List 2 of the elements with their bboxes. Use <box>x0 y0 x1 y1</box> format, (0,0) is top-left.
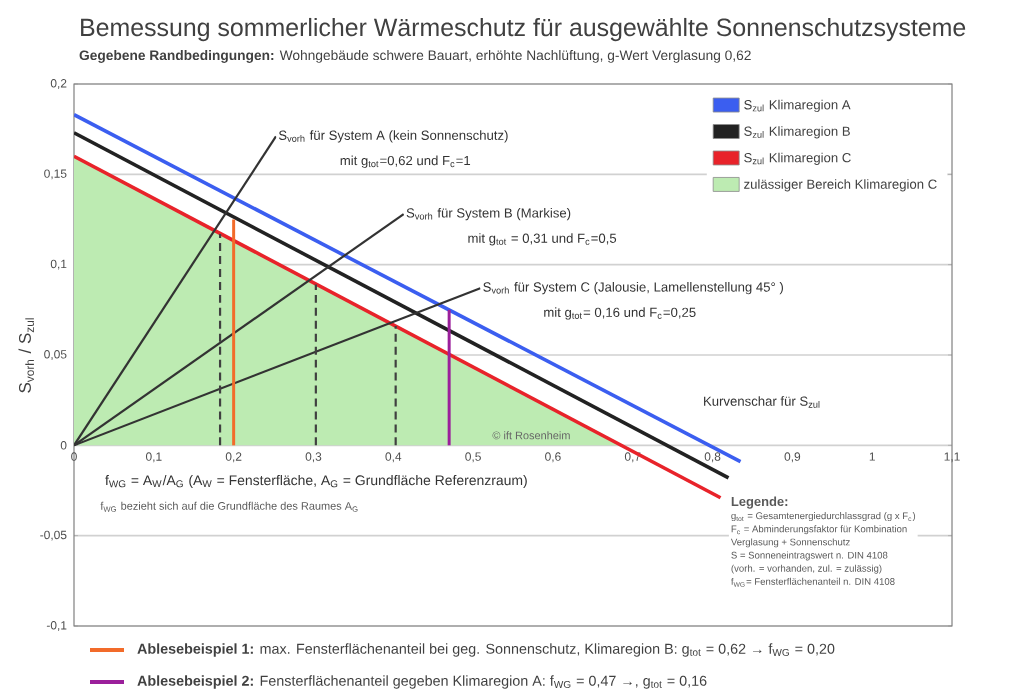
y-axis-title: S$_{vorh}$ / S$_{zul}$ <box>18 318 35 393</box>
chart-title: Bemessung sommerlicher Wärmeschutz für ausgewählte Sonnenschutzsysteme <box>81 17 966 42</box>
